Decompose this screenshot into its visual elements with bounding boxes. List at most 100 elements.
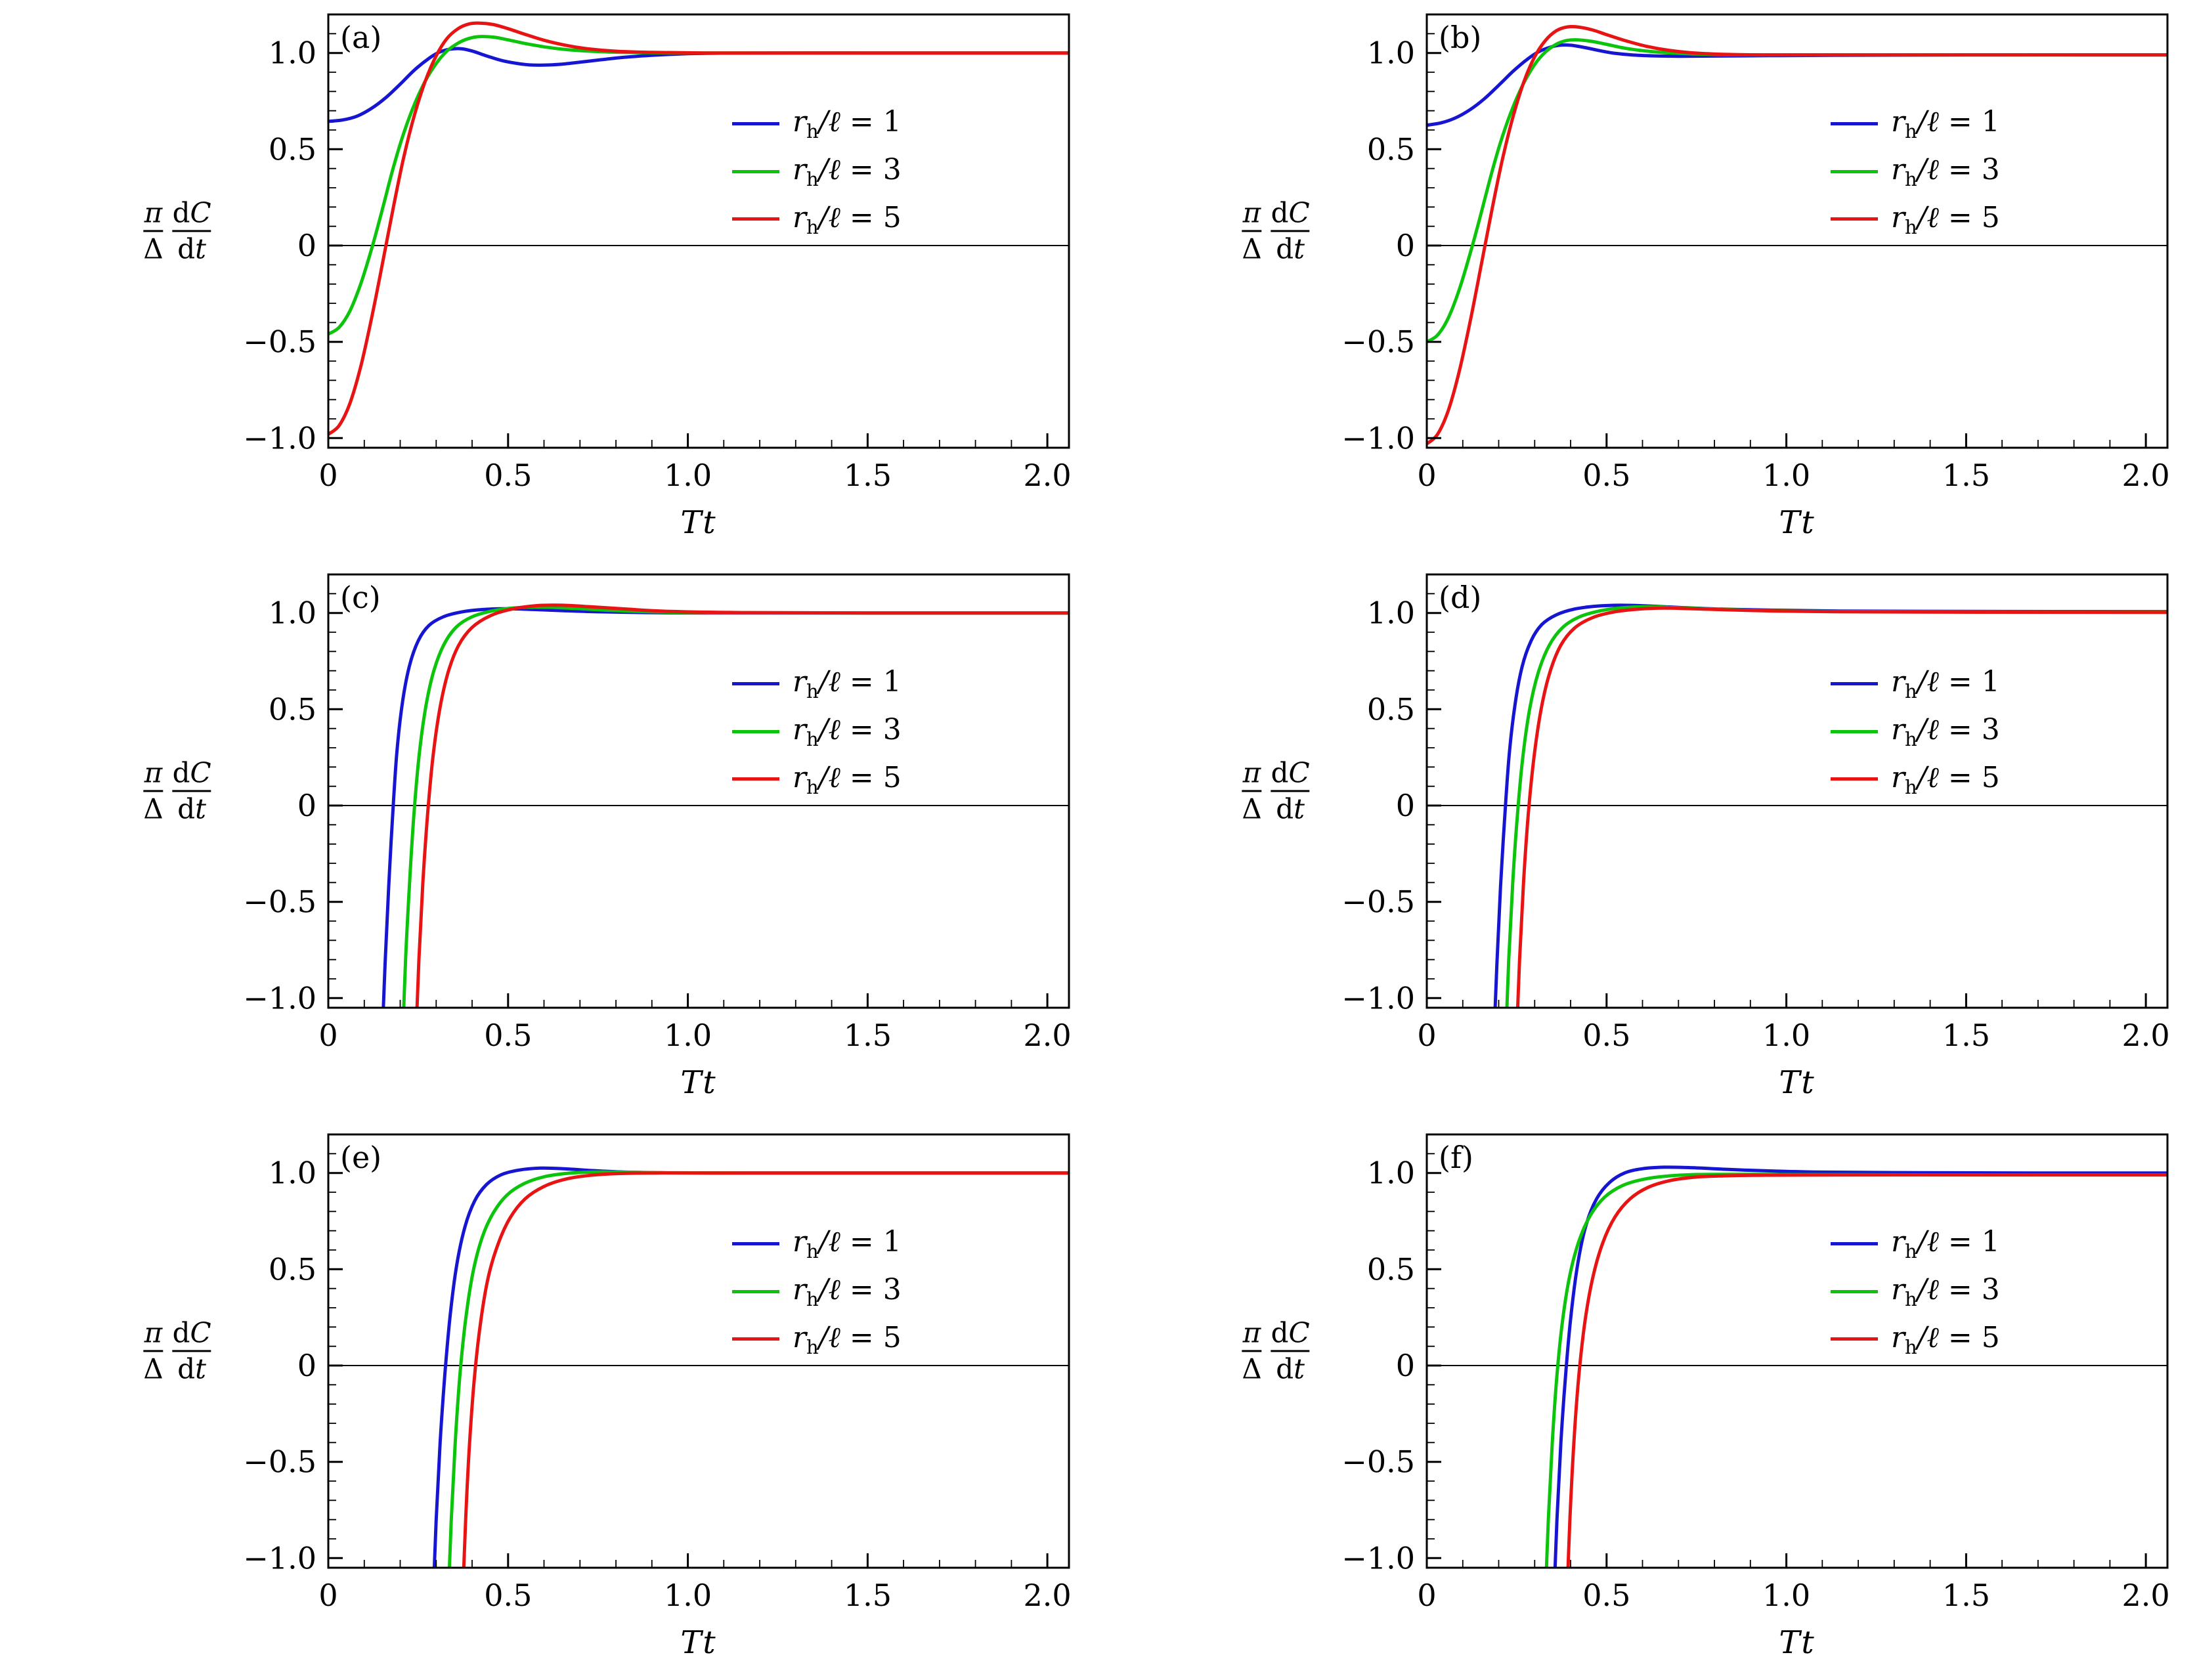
x-tick-label: 1.5 (1942, 458, 1990, 493)
x-tick-label: 2.0 (2122, 458, 2170, 493)
plot-canvas: 0 0.5 1.0 1.5 2.0 −1.0 −0.5 0 0.5 1.0 (243, 573, 1072, 1053)
y-tick-label: 1.0 (269, 595, 316, 631)
major-ticks (1425, 52, 2147, 448)
ylabel-d: d (172, 1316, 190, 1349)
panel-label: (b) (1439, 20, 1482, 55)
series-line-2 (1427, 38, 2167, 344)
ylabel-dC: dC (1271, 198, 1310, 227)
y-tick-label: 1.0 (1367, 35, 1415, 71)
y-tick-label: 0 (1396, 228, 1415, 263)
legend-entry: rh/ℓ = 5 (732, 1321, 902, 1358)
legend-label: rh/ℓ = 5 (1891, 1320, 2000, 1358)
x-tick-label: 1.5 (844, 1018, 892, 1053)
y-tick-label: −0.5 (243, 884, 316, 920)
ylabel-d: d (1276, 792, 1294, 825)
series-line-3 (1566, 1173, 2167, 1568)
ylabel-delta: Δ (143, 1352, 163, 1385)
minor-ticks (1427, 33, 2111, 448)
fraction-pi-delta: π Δ (1242, 758, 1262, 823)
ylabel-t: t (195, 232, 207, 265)
ylabel-pi: π (144, 1316, 163, 1349)
legend-label: rh/ℓ = 3 (1891, 712, 2000, 750)
legend-entry: rh/ℓ = 5 (732, 201, 902, 238)
series-line-1 (381, 607, 1069, 1008)
ylabel-delta: Δ (143, 792, 163, 825)
legend: rh/ℓ = 1 rh/ℓ = 3 rh/ℓ = 5 (732, 105, 902, 238)
ylabel-d: d (172, 196, 190, 229)
minor-ticks (328, 1153, 1012, 1568)
legend-line-swatch (732, 1241, 779, 1245)
legend-line-swatch (1831, 217, 1878, 221)
x-tick-label: 1.0 (1762, 1018, 1810, 1053)
x-tick-label: 0 (1417, 1018, 1436, 1053)
y-tick-label: 0.5 (1367, 131, 1415, 167)
series-line-3 (1515, 606, 2167, 1008)
axes-frame (327, 13, 1070, 449)
axes-frame (327, 573, 1070, 1009)
ylabel-delta: Δ (1242, 1352, 1262, 1385)
minor-ticks (328, 593, 1012, 1008)
ylabel-C: C (1288, 1316, 1310, 1349)
fraction-pi-delta: π Δ (143, 198, 163, 263)
y-axis-label: π Δ dC dt (1242, 198, 1310, 263)
x-tick-label: 1.5 (844, 458, 892, 493)
x-tick-label: 2.0 (2122, 1578, 2170, 1613)
legend-line-swatch (1831, 169, 1878, 173)
ylabel-C: C (190, 1316, 211, 1349)
panel: 0 0.5 1.0 1.5 2.0 −1.0 −0.5 0 0.5 1.0 (a) π Δ dC … (0, 0, 1098, 560)
fraction-dC-dt: dC dt (1271, 1318, 1310, 1383)
ylabel-C: C (190, 196, 211, 229)
legend-label: rh/ℓ = 1 (1891, 105, 2000, 142)
x-tick-label: 0 (1417, 1578, 1436, 1613)
fraction-bar (1271, 1350, 1310, 1352)
series-line-1 (1427, 43, 2167, 127)
axes-frame (1425, 1133, 2169, 1569)
minor-ticks (1427, 1153, 2111, 1568)
fraction-bar (172, 230, 211, 232)
fraction-dC-dt: dC dt (1271, 758, 1310, 823)
fraction-dC-dt: dC dt (172, 196, 211, 265)
fraction-pi-delta: π Δ (1242, 1318, 1262, 1385)
y-tick-label: 0.5 (1367, 691, 1415, 727)
x-tick-label: 0.5 (1582, 458, 1630, 493)
ylabel-dt: dt (1276, 792, 1305, 825)
ylabel-d: d (1271, 196, 1289, 229)
ylabel-t: t (1294, 792, 1305, 825)
ylabel-dt: dt (1276, 232, 1305, 265)
legend-label: rh/ℓ = 1 (793, 1225, 902, 1262)
panel: 0 0.5 1.0 1.5 2.0 −1.0 −0.5 0 0.5 1.0 (c) π Δ dC … (0, 560, 1098, 1120)
y-tick-label: −1.0 (1341, 420, 1415, 456)
legend-line-swatch (732, 729, 779, 733)
legend-label: rh/ℓ = 1 (793, 105, 902, 142)
panel: 0 0.5 1.0 1.5 2.0 −1.0 −0.5 0 0.5 1.0 (d) π Δ dC … (1098, 560, 2197, 1120)
major-ticks (327, 1172, 1049, 1568)
x-tick-label: 2.0 (1024, 458, 1072, 493)
ylabel-C: C (1288, 756, 1310, 789)
ylabel-t: t (1294, 232, 1305, 265)
x-tick-label: 1.5 (844, 1578, 892, 1613)
legend-label: rh/ℓ = 5 (1891, 760, 2000, 798)
legend-label: rh/ℓ = 1 (1891, 665, 2000, 702)
ylabel-t: t (1294, 1352, 1305, 1385)
fraction-dC-dt: dC dt (1271, 198, 1310, 263)
legend: rh/ℓ = 1 rh/ℓ = 3 rh/ℓ = 5 (1831, 1225, 2000, 1358)
y-tick-label: 0 (1396, 788, 1415, 823)
legend-entry: rh/ℓ = 5 (732, 761, 902, 798)
ylabel-d: d (1276, 1352, 1294, 1385)
y-tick-label: −1.0 (1341, 980, 1415, 1016)
fraction-bar (143, 790, 163, 792)
legend: rh/ℓ = 1 rh/ℓ = 3 rh/ℓ = 5 (1831, 665, 2000, 798)
x-axis-label: Tt (680, 1624, 717, 1661)
minor-ticks (1427, 593, 2111, 1008)
x-tick-label: 1.5 (1942, 1578, 1990, 1613)
ylabel-dC: dC (1271, 1318, 1310, 1347)
y-tick-label: −1.0 (243, 420, 316, 456)
y-tick-label: −0.5 (1341, 1444, 1415, 1480)
fraction-dC-dt: dC dt (172, 1316, 211, 1383)
y-tick-label: −1.0 (243, 1540, 316, 1576)
legend-entry: rh/ℓ = 3 (1831, 713, 2000, 750)
panel-label: (e) (340, 1140, 382, 1175)
plot-canvas: 0 0.5 1.0 1.5 2.0 −1.0 −0.5 0 0.5 1.0 (1341, 1133, 2170, 1613)
y-tick-label: −0.5 (243, 1444, 316, 1480)
